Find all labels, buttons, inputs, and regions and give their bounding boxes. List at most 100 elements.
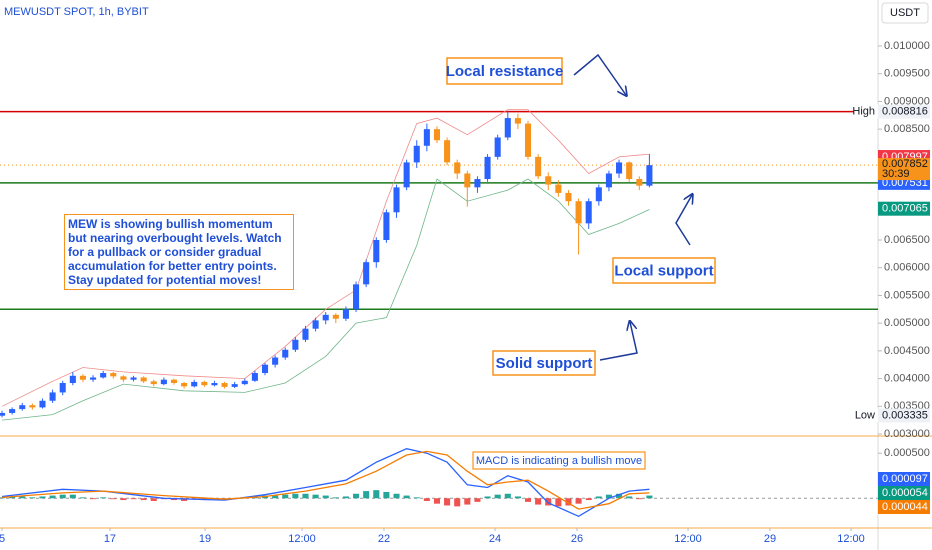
candle-body <box>231 384 238 387</box>
candle-body <box>272 357 279 365</box>
macd-annotation: MACD is indicating a bullish move <box>476 455 642 467</box>
macd-value-label: 0.000097 <box>882 473 928 485</box>
macd-value-box <box>878 500 930 514</box>
macd-histogram-bar <box>322 495 329 499</box>
macd-histogram-bar <box>555 498 562 507</box>
annotation-box <box>492 350 596 376</box>
high-name: High <box>852 106 875 118</box>
candle-body <box>312 320 319 329</box>
x-tick-label: 12:00 <box>837 533 865 545</box>
candle-body <box>464 173 471 188</box>
macd-histogram-bar <box>363 491 370 499</box>
x-tick-label: 22 <box>378 533 390 545</box>
x-tick-label: 5 <box>0 533 5 545</box>
macd-histogram-bar <box>353 493 360 499</box>
candle-body <box>494 137 501 157</box>
annotation: Local support <box>614 262 713 279</box>
candle-body <box>454 162 461 174</box>
macd-histogram-bar <box>616 493 623 499</box>
candle-body <box>201 381 208 386</box>
arrows <box>573 53 692 361</box>
x-tick-label: 19 <box>199 533 211 545</box>
arrow <box>573 53 626 95</box>
macd-histogram-bar <box>484 496 491 499</box>
macd-histogram-bar <box>646 495 653 499</box>
macd-histogram-bar <box>494 494 501 499</box>
macd-histogram-bar <box>282 494 289 499</box>
macd-histogram-bar <box>49 495 56 499</box>
macd-histogram-bar <box>474 498 481 502</box>
candle-body <box>535 156 542 177</box>
y-tick-label: 0.005500 <box>884 289 930 301</box>
macd-histogram-bar <box>514 496 521 499</box>
x-tick-label: 12:00 <box>288 533 316 545</box>
candle-body <box>626 162 633 180</box>
y-tick-label: 0.006500 <box>884 234 930 246</box>
macd-histogram-bar <box>272 495 279 499</box>
candle-body <box>39 400 46 408</box>
y-tick-label: 0.009000 <box>884 95 930 107</box>
macd-histogram-bar <box>29 497 36 499</box>
y-tick-label: 0.004500 <box>884 345 930 357</box>
annotation-box <box>612 257 716 284</box>
low-name-box <box>854 408 878 423</box>
high-name-box <box>854 104 878 119</box>
candle-body <box>565 192 572 202</box>
candle-body <box>100 373 107 378</box>
macd-histogram-bar <box>413 497 420 499</box>
candle-body <box>302 328 309 340</box>
candle-body <box>423 129 430 146</box>
candle-body <box>191 381 198 387</box>
candle-body <box>150 381 157 385</box>
candle-body <box>29 405 36 408</box>
candle-body <box>474 179 481 188</box>
candle-body <box>363 262 370 285</box>
low-value: 0.003335 <box>882 409 928 421</box>
macd-histogram-bar <box>626 496 633 499</box>
candle-body <box>636 179 643 186</box>
currency-box[interactable] <box>881 2 929 24</box>
arrow <box>675 195 692 246</box>
chart-title: MEWUSDT SPOT, 1h, BYBIT <box>4 6 149 18</box>
candle-body <box>49 392 56 401</box>
candle-body <box>211 383 218 386</box>
candle-body <box>514 118 521 124</box>
macd-value-box <box>878 486 930 500</box>
macd-histogram-bar <box>302 493 309 499</box>
candle-body <box>342 309 349 319</box>
candle-body <box>605 173 612 188</box>
price-label-box <box>878 201 930 216</box>
annotation: Local resistance <box>446 63 564 80</box>
macd-histogram-bar <box>292 493 299 499</box>
macd-histogram-bar <box>636 498 643 500</box>
candle-body <box>393 187 400 213</box>
candle-body <box>373 240 380 263</box>
x-tick-label: 24 <box>489 533 501 545</box>
candle-body <box>160 379 167 385</box>
macd-histogram-bar <box>575 498 582 504</box>
macd-histogram-bar <box>39 496 46 499</box>
candle-body <box>292 339 299 350</box>
candle-body <box>0 412 6 416</box>
macd-annotation-box <box>472 451 646 470</box>
candle-body <box>595 187 602 202</box>
candle-body <box>241 380 248 385</box>
candle-body <box>413 145 420 163</box>
macd-histogram-bar <box>605 494 612 499</box>
y-tick-label: 0.003000 <box>884 428 930 440</box>
candle-body <box>353 284 360 310</box>
macd-line <box>1 450 650 510</box>
macd-histogram-bar <box>444 498 451 506</box>
candle-body <box>120 376 127 380</box>
y-tick-label: 0.004000 <box>884 372 930 384</box>
macd-histogram-bar <box>110 498 117 500</box>
candle-body <box>555 184 562 193</box>
macd-histogram-bar <box>565 498 572 506</box>
candle-body <box>140 377 147 382</box>
analysis-note: MEW is showing bullish momentum but near… <box>64 214 294 290</box>
bollinger-band <box>1 109 650 407</box>
annotation-box <box>446 57 563 85</box>
macd-histogram-bar <box>19 496 26 499</box>
